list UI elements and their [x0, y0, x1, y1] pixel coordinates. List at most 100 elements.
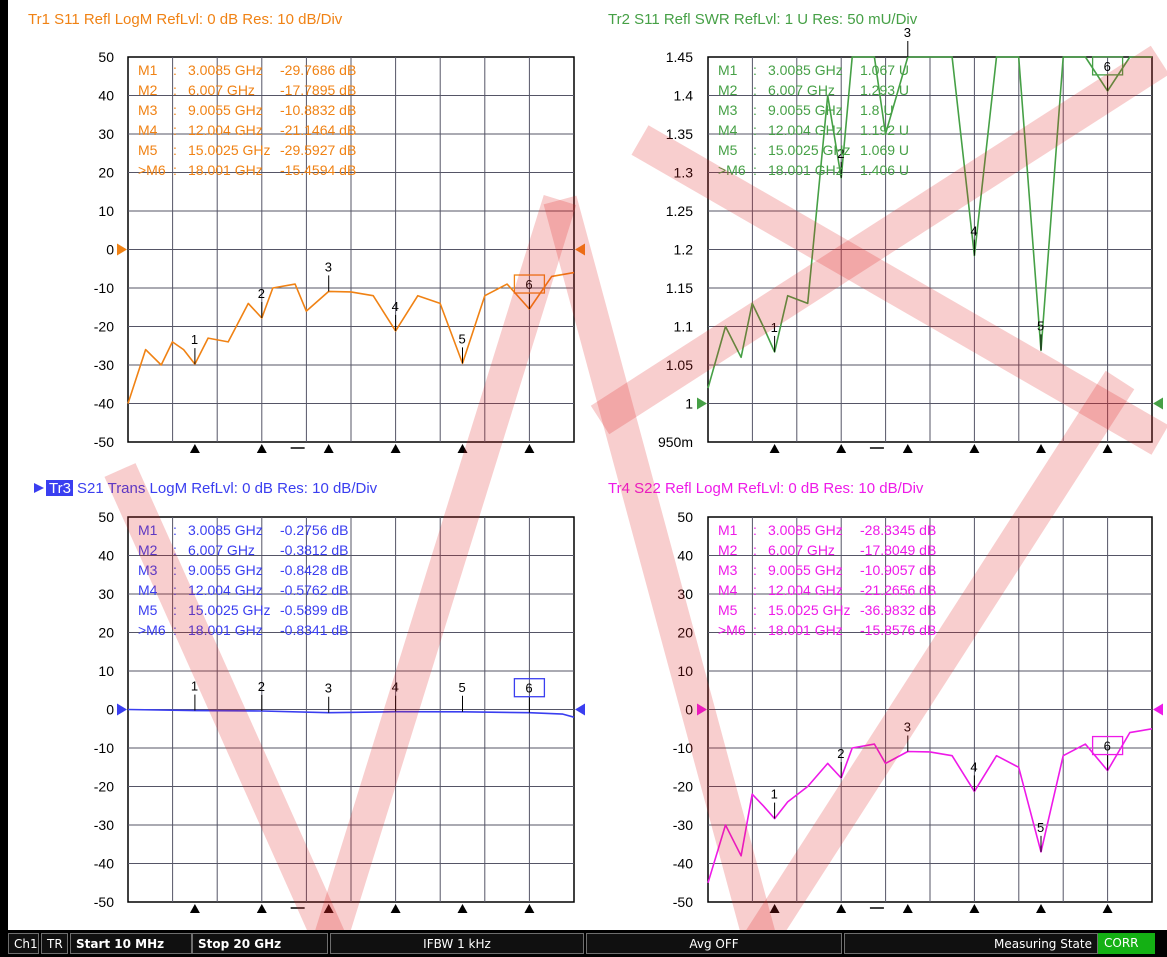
- marker-number[interactable]: 2: [258, 286, 265, 301]
- marker-position-icon[interactable]: [1102, 904, 1113, 913]
- marker-position-icon[interactable]: [189, 904, 200, 913]
- marker-position-icon[interactable]: [836, 444, 847, 453]
- reference-level-right-icon[interactable]: [575, 703, 585, 716]
- marker-readout-row[interactable]: M2:6.007 GHz -17.7895 dB: [138, 82, 356, 98]
- marker-number[interactable]: 3: [325, 259, 332, 274]
- marker-number[interactable]: 3: [904, 25, 911, 40]
- marker-readout-row[interactable]: >M6:18.001 GHz -15.4594 dB: [138, 162, 356, 178]
- marker-number[interactable]: 2: [258, 679, 265, 694]
- marker-position-icon[interactable]: [256, 444, 267, 453]
- marker-number[interactable]: 2: [837, 146, 844, 161]
- marker-number[interactable]: 4: [392, 299, 399, 314]
- trace-plot-tr3[interactable]: Tr3 S21 Trans LogM RefLvl: 0 dB Res: 10 d…: [8, 465, 585, 930]
- marker-number[interactable]: 1: [771, 787, 778, 802]
- marker-readout-row[interactable]: M4:12.004 GHz -21.2656 dB: [718, 582, 936, 598]
- marker-readout-row[interactable]: M5:15.0025 GHz -0.5899 dB: [138, 602, 349, 618]
- reference-level-right-icon[interactable]: [1153, 397, 1163, 410]
- marker-number[interactable]: 5: [1037, 318, 1044, 333]
- marker-readout-row[interactable]: M3:9.0055 GHz -10.9057 dB: [718, 562, 936, 578]
- marker-readout-row[interactable]: M4:12.004 GHz -21.1464 dB: [138, 122, 356, 138]
- stop-frequency[interactable]: Stop 20 GHz: [192, 933, 328, 954]
- reference-level-left-icon[interactable]: [117, 703, 127, 716]
- marker-number[interactable]: 3: [904, 719, 911, 734]
- marker-position-icon[interactable]: [323, 904, 334, 913]
- marker-readout-row[interactable]: >M6:18.001 GHz 1.406 U: [718, 162, 909, 178]
- trace-title[interactable]: Tr1 S11 Refl LogM RefLvl: 0 dB Res: 10 d…: [28, 11, 343, 28]
- marker-readout-row[interactable]: M1:3.0085 GHz 1.067 U: [718, 62, 909, 78]
- active-trace-tag[interactable]: Tr3: [34, 480, 73, 497]
- reference-level-left-icon[interactable]: [117, 243, 127, 256]
- marker-readout-row[interactable]: M1:3.0085 GHz -0.2756 dB: [138, 522, 349, 538]
- marker-position-icon[interactable]: [836, 904, 847, 913]
- marker-position-icon[interactable]: [1036, 444, 1046, 453]
- marker-readout-row[interactable]: M5:15.0025 GHz -36.9832 dB: [718, 602, 936, 618]
- marker-readout-row[interactable]: M5:15.0025 GHz 1.069 U: [718, 142, 909, 158]
- marker-position-icon[interactable]: [457, 904, 468, 913]
- marker-position-icon[interactable]: [524, 904, 535, 913]
- marker-position-icon[interactable]: [390, 444, 401, 453]
- marker-position-icon[interactable]: [1036, 904, 1046, 913]
- marker-number[interactable]: 6: [1104, 59, 1111, 74]
- marker-number[interactable]: 4: [392, 680, 399, 695]
- trace-panel-tr2[interactable]: Tr2 S11 Refl SWR RefLvl: 1 U Res: 50 mU/…: [581, 0, 1167, 465]
- trace-panel-tr4[interactable]: Tr4 S22 Refl LogM RefLvl: 0 dB Res: 10 d…: [581, 465, 1167, 930]
- trace-panel-tr3[interactable]: Tr3 S21 Trans LogM RefLvl: 0 dB Res: 10 d…: [8, 465, 585, 930]
- marker-number[interactable]: 2: [837, 746, 844, 761]
- marker-readout-row[interactable]: >M6:18.001 GHz -15.8576 dB: [718, 622, 936, 638]
- marker-number[interactable]: 6: [1104, 739, 1111, 754]
- mode-indicator[interactable]: TR: [41, 933, 68, 954]
- marker-position-icon[interactable]: [902, 444, 913, 453]
- ifbw-setting[interactable]: IFBW 1 kHz: [330, 933, 584, 954]
- marker-readout-value: -29.7686 dB: [280, 62, 356, 78]
- marker-position-icon[interactable]: [323, 444, 334, 453]
- marker-number[interactable]: 4: [970, 224, 977, 239]
- marker-position-icon[interactable]: [457, 444, 468, 453]
- marker-readout-row[interactable]: M2:6.007 GHz 1.293 U: [718, 82, 909, 98]
- marker-readout-row[interactable]: M2:6.007 GHz -0.3812 dB: [138, 542, 349, 558]
- reference-level-right-icon[interactable]: [1153, 703, 1163, 716]
- marker-readout-row[interactable]: M1:3.0085 GHz -28.3345 dB: [718, 522, 936, 538]
- start-frequency[interactable]: Start 10 MHz: [70, 933, 192, 954]
- marker-position-icon[interactable]: [390, 904, 401, 913]
- marker-number[interactable]: 5: [459, 331, 466, 346]
- marker-number[interactable]: 1: [191, 332, 198, 347]
- trace-plot-tr1[interactable]: Tr1 S11 Refl LogM RefLvl: 0 dB Res: 10 d…: [8, 0, 585, 465]
- marker-readout-row[interactable]: >M6:18.001 GHz -0.8341 dB: [138, 622, 349, 638]
- channel-indicator[interactable]: Ch1: [8, 933, 39, 954]
- marker-position-icon[interactable]: [256, 904, 267, 913]
- trace-plot-tr4[interactable]: Tr4 S22 Refl LogM RefLvl: 0 dB Res: 10 d…: [581, 465, 1167, 930]
- trace-plot-tr2[interactable]: Tr2 S11 Refl SWR RefLvl: 1 U Res: 50 mU/…: [581, 0, 1167, 465]
- reference-level-left-icon[interactable]: [697, 703, 707, 716]
- marker-position-icon[interactable]: [769, 444, 780, 453]
- marker-readout-row[interactable]: M2:6.007 GHz -17.8049 dB: [718, 542, 936, 558]
- marker-readout-row[interactable]: M3:9.0055 GHz 1.8 U: [718, 102, 893, 118]
- marker-number[interactable]: 6: [525, 277, 532, 292]
- marker-number[interactable]: 1: [771, 320, 778, 335]
- trace-title[interactable]: S21 Trans LogM RefLvl: 0 dB Res: 10 dB/D…: [77, 480, 378, 497]
- marker-number[interactable]: 5: [1037, 820, 1044, 835]
- marker-position-icon[interactable]: [189, 444, 200, 453]
- marker-number[interactable]: 5: [459, 680, 466, 695]
- marker-position-icon[interactable]: [969, 444, 980, 453]
- averaging-setting[interactable]: Avg OFF: [586, 933, 842, 954]
- marker-number[interactable]: 1: [191, 679, 198, 694]
- trace-title[interactable]: Tr4 S22 Refl LogM RefLvl: 0 dB Res: 10 d…: [608, 480, 924, 497]
- marker-number[interactable]: 3: [325, 681, 332, 696]
- marker-position-icon[interactable]: [769, 904, 780, 913]
- marker-number[interactable]: 6: [525, 681, 532, 696]
- trace-title[interactable]: Tr2 S11 Refl SWR RefLvl: 1 U Res: 50 mU/…: [608, 11, 918, 28]
- marker-position-icon[interactable]: [969, 904, 980, 913]
- reference-level-right-icon[interactable]: [575, 243, 585, 256]
- marker-readout-row[interactable]: M4:12.004 GHz 1.192 U: [718, 122, 909, 138]
- marker-position-icon[interactable]: [1102, 444, 1113, 453]
- marker-readout-row[interactable]: M3:9.0055 GHz -0.8428 dB: [138, 562, 349, 578]
- marker-readout-row[interactable]: M3:9.0055 GHz -10.8832 dB: [138, 102, 356, 118]
- marker-readout-row[interactable]: M1:3.0085 GHz -29.7686 dB: [138, 62, 356, 78]
- marker-position-icon[interactable]: [902, 904, 913, 913]
- marker-readout-row[interactable]: M4:12.004 GHz -0.5762 dB: [138, 582, 349, 598]
- marker-readout-row[interactable]: M5:15.0025 GHz -29.5927 dB: [138, 142, 356, 158]
- marker-position-icon[interactable]: [524, 444, 535, 453]
- trace-panel-tr1[interactable]: Tr1 S11 Refl LogM RefLvl: 0 dB Res: 10 d…: [8, 0, 585, 465]
- reference-level-left-icon[interactable]: [697, 397, 707, 410]
- marker-number[interactable]: 4: [970, 759, 977, 774]
